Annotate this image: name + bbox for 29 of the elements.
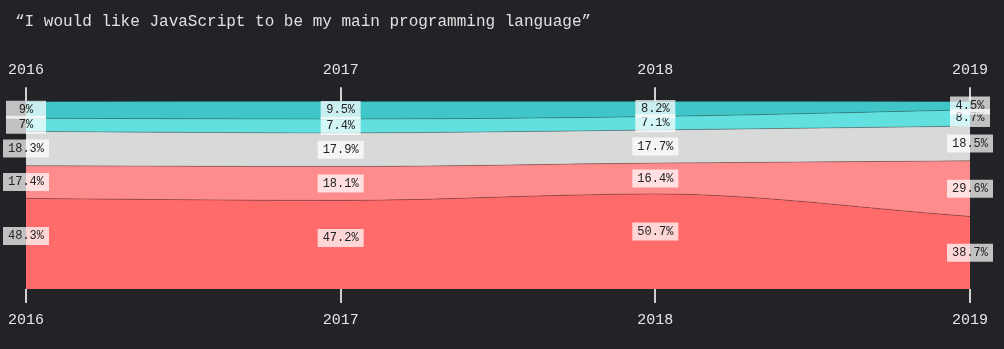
data-label: 17.4%: [8, 175, 45, 190]
data-label: 50.7%: [637, 224, 675, 239]
x-tick-label: 2017: [322, 311, 359, 329]
x2-tick-label: 2017: [322, 62, 359, 80]
x2-tick-label: 2018: [637, 62, 674, 80]
data-label: 7.4%: [326, 119, 356, 134]
data-label: 8.7%: [955, 111, 986, 126]
data-label: 7%: [18, 118, 34, 133]
x-tick-label: 2016: [8, 311, 45, 329]
chart-title: “I would like JavaScript to be my main programming language”: [15, 12, 592, 31]
x-tick-label: 2018: [637, 311, 674, 329]
x2-tick-label: 2019: [951, 62, 989, 80]
data-label: 47.2%: [322, 231, 360, 246]
data-label: 18.1%: [322, 176, 360, 191]
data-label: 16.4%: [637, 171, 675, 186]
data-label: 7.1%: [640, 116, 671, 131]
data-label: 9%: [18, 103, 34, 117]
data-label: 18.3%: [8, 141, 45, 156]
data-label: 29.6%: [951, 181, 989, 196]
data-label: 8.2%: [640, 102, 671, 117]
data-label: 38.7%: [951, 245, 989, 260]
data-label: 18.5%: [951, 136, 989, 151]
data-label: 17.9%: [322, 142, 360, 157]
data-label: 9.5%: [326, 103, 356, 118]
x2-tick-label: 2016: [8, 62, 45, 80]
data-label: 48.3%: [8, 229, 45, 244]
data-label: 4.5%: [955, 98, 986, 113]
data-label: 17.7%: [637, 139, 675, 154]
x-tick-label: 2019: [951, 311, 989, 329]
